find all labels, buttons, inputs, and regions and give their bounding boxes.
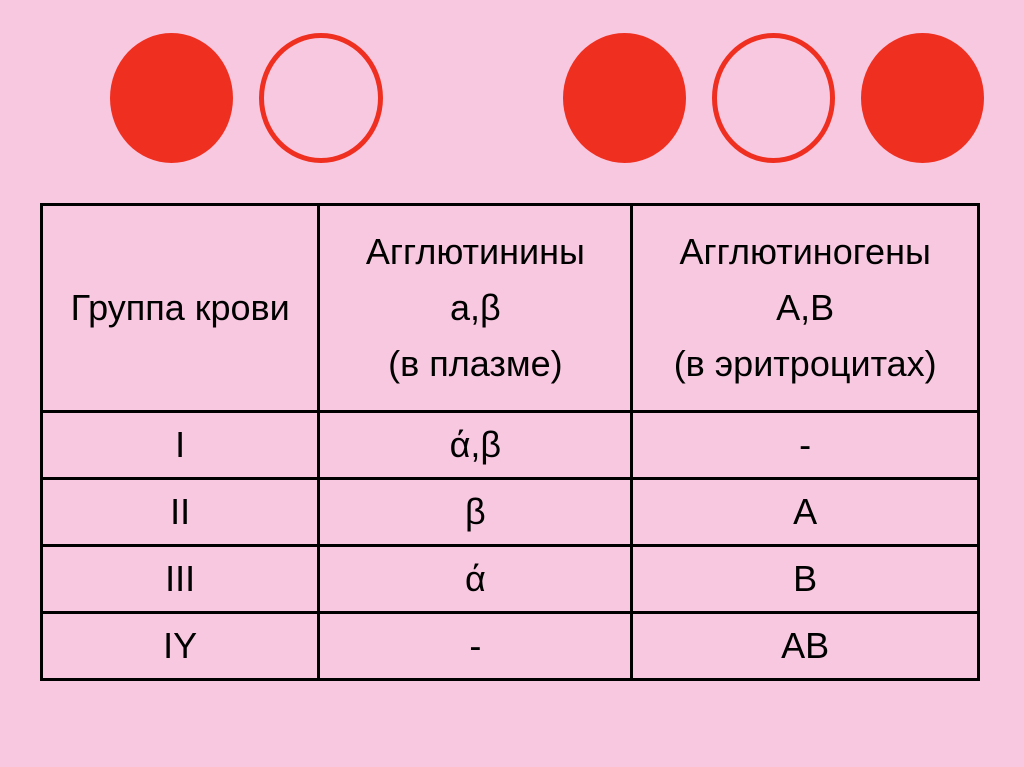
cell-agglutinogens: В	[632, 546, 979, 613]
header-agglutinins-line3: (в плазме)	[330, 336, 620, 392]
blood-groups-table: Группа крови Агглютинины а,β (в плазме) …	[40, 203, 980, 681]
cell-agglutinogens: А	[632, 479, 979, 546]
header-group: Группа крови	[42, 205, 319, 412]
cell-agglutinogens: -	[632, 412, 979, 479]
header-agglutinogens-line2: А,В	[643, 280, 967, 336]
cell-agglutinins: ά	[319, 546, 632, 613]
header-agglutinins-line2: а,β	[330, 280, 620, 336]
table-row: III ά В	[42, 546, 979, 613]
header-group-label: Группа крови	[71, 287, 290, 328]
table-row: II β А	[42, 479, 979, 546]
circle-filled-icon	[110, 33, 233, 163]
header-agglutinogens-line3: (в эритроцитах)	[643, 336, 967, 392]
table-header-row: Группа крови Агглютинины а,β (в плазме) …	[42, 205, 979, 412]
header-agglutinogens-line1: Агглютиногены	[643, 224, 967, 280]
cell-group: II	[42, 479, 319, 546]
cell-group: IY	[42, 613, 319, 680]
cell-agglutinins: -	[319, 613, 632, 680]
cell-group: I	[42, 412, 319, 479]
header-agglutinins: Агглютинины а,β (в плазме)	[319, 205, 632, 412]
circle-filled-icon	[563, 33, 686, 163]
circle-filled-icon	[861, 33, 984, 163]
header-agglutinogens: Агглютиногены А,В (в эритроцитах)	[632, 205, 979, 412]
cell-agglutinins: ά,β	[319, 412, 632, 479]
table-row: I ά,β -	[42, 412, 979, 479]
cell-group: III	[42, 546, 319, 613]
cell-agglutinins: β	[319, 479, 632, 546]
slide-page: Группа крови Агглютинины а,β (в плазме) …	[0, 0, 1024, 767]
table-row: IY - АВ	[42, 613, 979, 680]
cell-agglutinogens: АВ	[632, 613, 979, 680]
circle-outline-icon	[712, 33, 836, 163]
circle-outline-icon	[259, 33, 383, 163]
circles-row	[40, 8, 984, 188]
header-agglutinins-line1: Агглютинины	[330, 224, 620, 280]
